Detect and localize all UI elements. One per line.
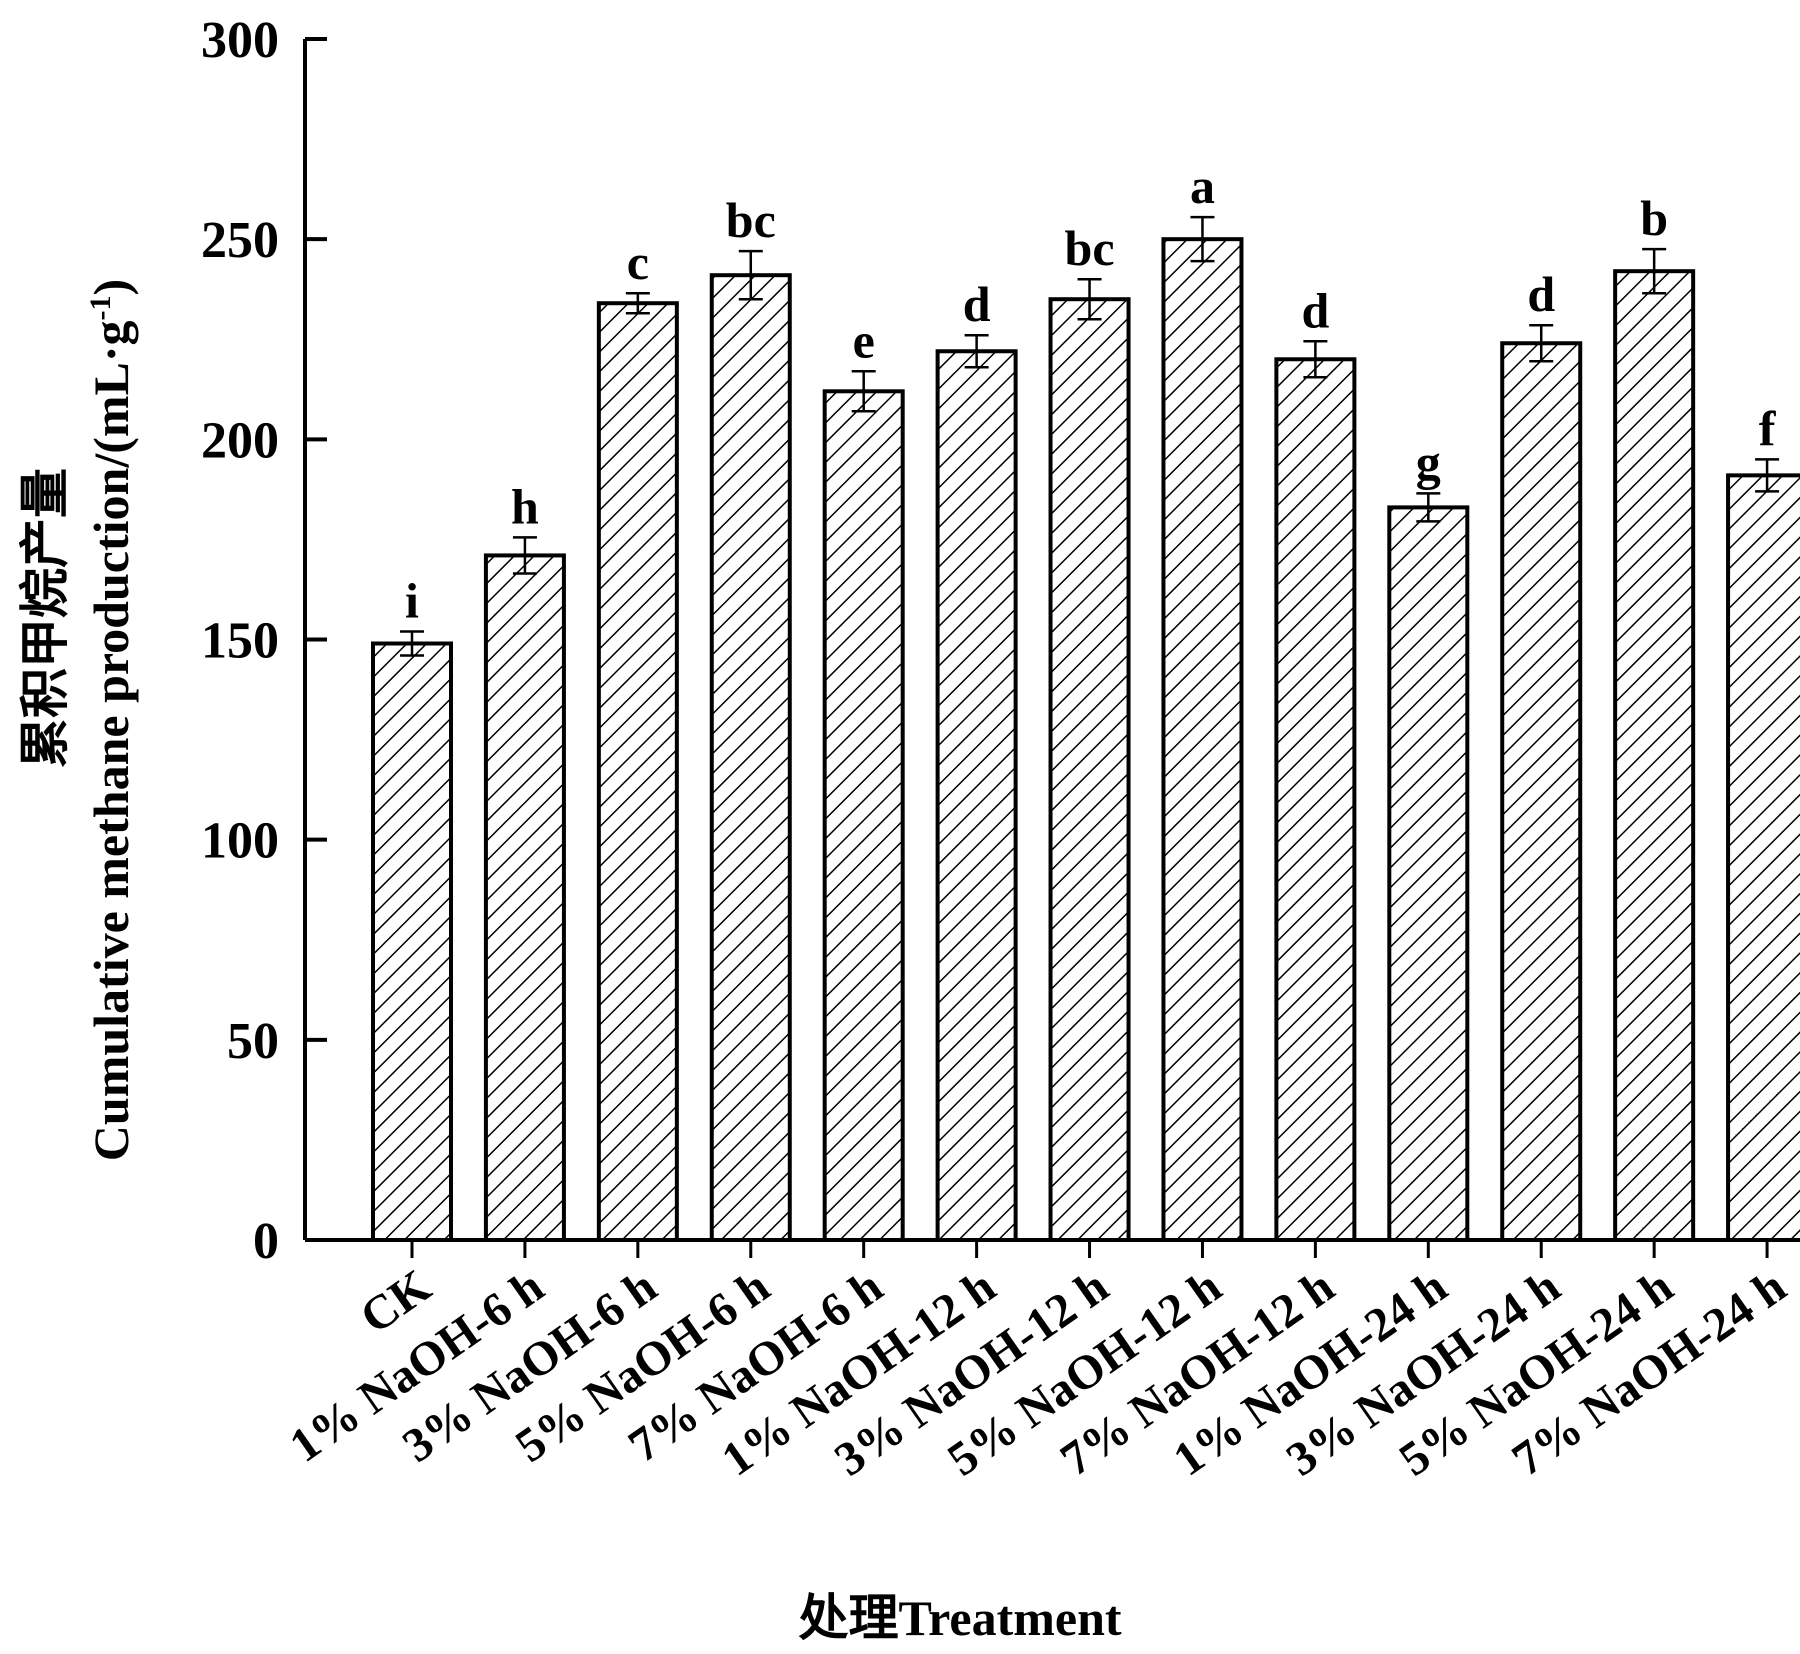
bar — [1048, 297, 1131, 1242]
significance-label: e — [853, 312, 875, 368]
x-axis-title: 处理Treatment — [798, 1590, 1121, 1646]
y-axis-title-en-prefix: Cumulative methane production/(mL·g — [83, 320, 139, 1161]
bar — [596, 301, 679, 1243]
significance-label: h — [511, 478, 539, 534]
bar — [1613, 269, 1696, 1242]
bar — [1500, 341, 1583, 1242]
y-tick-label: 150 — [201, 613, 279, 670]
bar — [822, 389, 905, 1242]
significance-label: i — [405, 572, 419, 628]
significance-label: d — [963, 276, 991, 332]
bar — [709, 273, 792, 1242]
significance-label: g — [1416, 434, 1441, 490]
significance-label: bc — [726, 192, 776, 248]
bar — [1161, 237, 1244, 1242]
bar — [371, 641, 453, 1242]
bar — [1274, 357, 1357, 1242]
y-axis-title-en-sup: -1 — [84, 295, 117, 320]
y-tick-label: 250 — [201, 212, 279, 269]
significance-label: f — [1759, 400, 1777, 456]
y-tick-label: 100 — [201, 813, 279, 870]
significance-label: d — [1527, 266, 1555, 322]
y-tick-label: 300 — [201, 12, 279, 69]
bar — [483, 553, 566, 1242]
y-axis-title-cn: 累积甲烷产量 — [17, 468, 73, 768]
significance-label: bc — [1065, 220, 1115, 276]
y-tick-label: 50 — [227, 1013, 279, 1070]
y-tick-label: 0 — [253, 1213, 279, 1270]
significance-label: a — [1190, 158, 1215, 214]
bar — [1726, 473, 1800, 1242]
y-axis-title-en-suffix: ) — [83, 279, 139, 296]
bar — [1387, 505, 1470, 1242]
y-tick-label: 200 — [201, 412, 279, 469]
significance-label: d — [1301, 282, 1329, 338]
significance-label: c — [627, 234, 649, 290]
y-axis-title-en: Cumulative methane production/(mL·g-1) — [83, 279, 139, 1161]
bar — [935, 349, 1018, 1242]
significance-label: b — [1640, 190, 1668, 246]
